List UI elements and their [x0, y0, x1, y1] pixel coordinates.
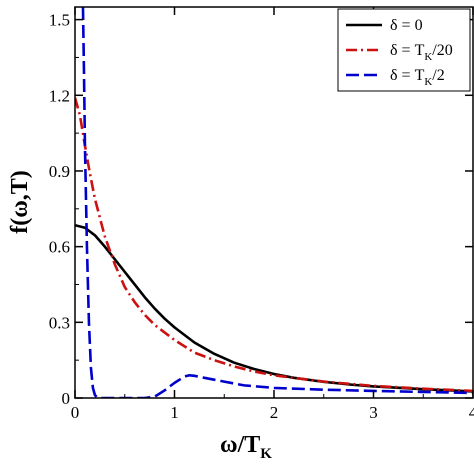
x-tick-label: 0	[71, 403, 80, 422]
y-tick-label: 1.5	[49, 11, 70, 30]
y-axis-label: f(ω,T)	[7, 170, 33, 234]
x-tick-label: 4	[469, 403, 474, 422]
series-line-1	[75, 223, 473, 393]
x-tick-label: 2	[270, 403, 279, 422]
y-tick-label: 0.3	[49, 313, 70, 332]
x-axis-label-sub: K	[260, 446, 272, 462]
series-line-3	[81, 7, 473, 398]
x-tick-label: 3	[369, 403, 378, 422]
y-tick-label: 0.6	[49, 238, 70, 257]
legend-box	[337, 8, 471, 92]
y-tick-label: 1.2	[49, 86, 70, 105]
y-tick-label: 0.9	[49, 162, 70, 181]
legend: δ = 0 δ = TK/20 δ = TK/2	[337, 8, 471, 92]
series-line-2	[75, 97, 473, 393]
series-layer	[75, 7, 473, 398]
legend-entry-2: δ = TK/20	[390, 42, 453, 63]
x-axis-label: ω/TK	[220, 432, 272, 462]
y-tick-label: 0	[62, 389, 71, 408]
legend-entry-3: δ = TK/2	[390, 67, 445, 88]
x-axis-label-main: ω/T	[220, 432, 260, 458]
x-tick-label: 1	[170, 403, 179, 422]
legend-entry-1: δ = 0	[390, 17, 423, 34]
